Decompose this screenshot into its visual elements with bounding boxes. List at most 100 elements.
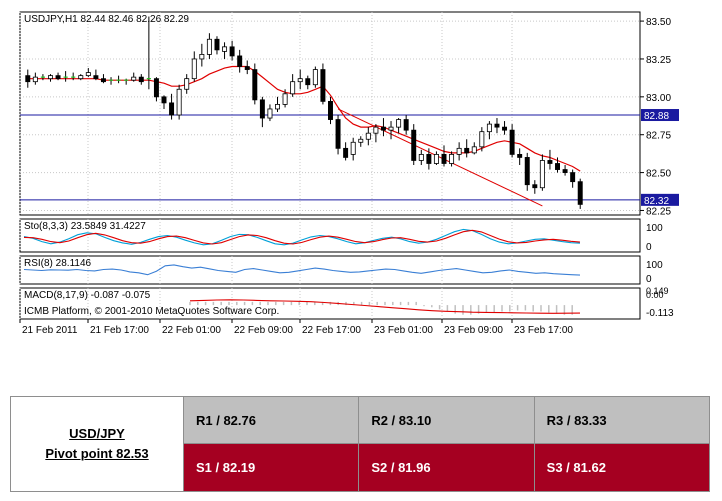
candle	[343, 142, 349, 161]
candle-body	[449, 154, 455, 164]
x-tick-label: 21 Feb 2011	[22, 325, 78, 336]
candle-body	[199, 54, 205, 60]
candle	[222, 42, 228, 59]
candle	[267, 104, 273, 122]
candle-body	[555, 163, 560, 170]
candle	[524, 152, 530, 191]
candle-body	[161, 96, 167, 104]
candle-body	[380, 126, 386, 131]
x-tick-label: 23 Feb 17:00	[514, 325, 573, 336]
candle	[25, 69, 31, 88]
candle	[479, 127, 485, 152]
candle-body	[312, 69, 318, 86]
candle	[229, 40, 235, 61]
candle	[100, 74, 106, 84]
macd-series-line	[189, 299, 581, 314]
candle-body	[365, 132, 371, 140]
candle-body	[48, 75, 53, 80]
candle	[275, 96, 280, 112]
candle-body	[176, 88, 182, 116]
candle	[32, 72, 38, 85]
candle-body	[464, 147, 470, 154]
candle	[358, 136, 364, 147]
candle	[55, 72, 61, 81]
stochastic-series-line	[23, 228, 581, 246]
candle	[282, 89, 288, 108]
candle	[449, 151, 455, 167]
resistance-r2: R2 / 83.10	[358, 396, 535, 444]
candle-body	[517, 154, 523, 158]
candle	[494, 118, 500, 134]
y-tick-label: 82.75	[646, 131, 671, 142]
candle	[184, 74, 190, 94]
candle	[517, 148, 523, 166]
candle-body	[373, 126, 379, 134]
x-tick-label: 22 Feb 17:00	[302, 325, 361, 336]
chart-canvas: 83.50 83.25 83.00 82.75 82.50 82.25 82.88 82.32…	[19, 11, 679, 336]
candle	[40, 74, 45, 81]
candle-body	[214, 38, 220, 51]
candle-body	[343, 147, 349, 158]
pivot-label-cell: USD/JPY Pivot point 82.53	[10, 396, 184, 492]
candle	[169, 93, 175, 120]
candle	[252, 63, 258, 105]
candle	[350, 137, 356, 161]
candle-body	[184, 78, 190, 90]
candle-body	[282, 93, 288, 105]
price-level-label: 82.32	[644, 196, 669, 207]
support-s3: S3 / 81.62	[533, 443, 711, 492]
candle	[388, 121, 394, 140]
candle	[411, 124, 417, 166]
candle	[199, 43, 205, 67]
price-level-marker	[641, 109, 679, 122]
candle	[176, 84, 182, 120]
candle-body	[305, 78, 311, 86]
candle	[426, 148, 432, 170]
candle-body	[411, 129, 417, 161]
pivot-point-label: Pivot point 82.53	[45, 446, 149, 461]
candle	[570, 169, 576, 188]
candle	[471, 142, 477, 155]
candle	[93, 69, 99, 81]
candle-body	[396, 119, 402, 128]
candle	[146, 16, 151, 90]
candle	[486, 121, 492, 140]
candle-body	[570, 172, 576, 183]
candle	[555, 157, 560, 173]
candle-body	[93, 75, 99, 80]
candle	[48, 74, 53, 82]
candle-body	[229, 46, 235, 57]
stochastic-label: Sto(8,3,3) 23.5849 31.4227	[24, 221, 146, 232]
candle-body	[25, 75, 31, 83]
y-tick-label: 83.50	[646, 17, 671, 28]
candle	[71, 72, 76, 81]
candle-body	[441, 154, 447, 164]
candle	[502, 121, 508, 135]
candle-body	[191, 58, 197, 80]
candle	[297, 69, 303, 90]
candle-body	[547, 160, 553, 164]
candle-body	[153, 78, 159, 98]
candle	[380, 118, 386, 137]
platform-credit: ICMB Platform, © 2001-2010 MetaQuotes So…	[24, 306, 279, 317]
stochastic-series-line	[23, 229, 581, 245]
x-tick-label: 22 Feb 01:00	[162, 325, 221, 336]
candle-body	[237, 55, 243, 67]
candle-body	[358, 138, 364, 143]
x-tick-label: 21 Feb 17:00	[90, 325, 149, 336]
candle-body	[433, 154, 439, 164]
candle-body	[426, 154, 432, 164]
candle	[312, 66, 318, 88]
candle	[509, 124, 515, 158]
pane-sto	[19, 218, 641, 253]
candle	[214, 36, 220, 55]
candle-body	[539, 160, 545, 189]
support-s2: S2 / 81.96	[358, 443, 535, 492]
candle	[138, 74, 144, 85]
candle	[116, 75, 121, 84]
candle-body	[267, 108, 273, 119]
candle-body	[275, 104, 280, 110]
price-chart-window: 83.50 83.25 83.00 82.75 82.50 82.25 82.88 82.32…	[19, 11, 679, 336]
stochastic-tick-label: 0	[646, 242, 652, 253]
candle-body	[350, 141, 356, 155]
